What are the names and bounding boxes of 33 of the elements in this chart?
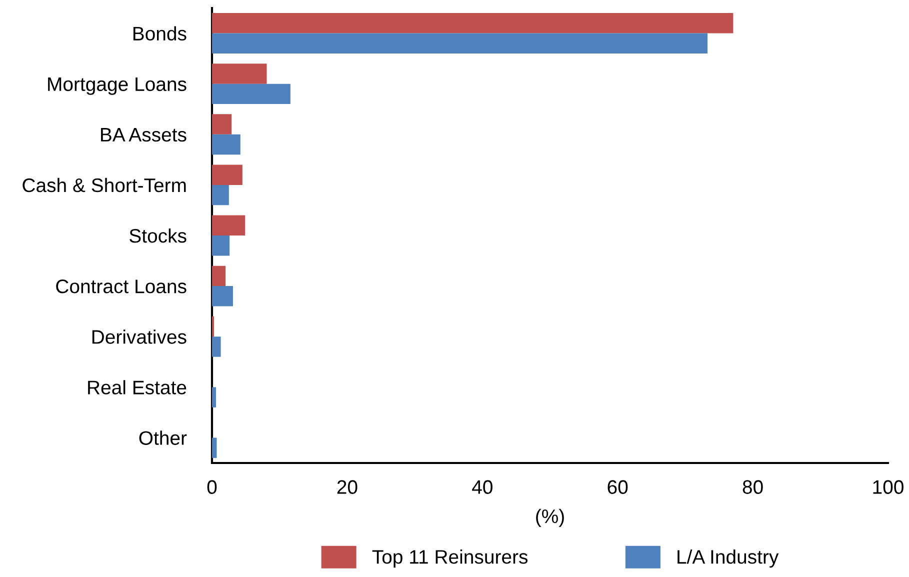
legend-label: L/A Industry (678, 549, 779, 568)
y-tick-label: Contract Loans (56, 280, 186, 294)
bar (212, 84, 290, 104)
x-tick-label: 0 (207, 480, 217, 494)
x-tick-label: 20 (337, 480, 358, 494)
bar (212, 438, 217, 458)
y-tick-label: Cash & Short-Term (22, 178, 186, 192)
bar (212, 114, 232, 134)
bar (212, 64, 267, 84)
bar (212, 387, 216, 408)
bar (212, 286, 233, 306)
y-tick-label: Stocks (130, 228, 186, 243)
bar (212, 134, 240, 155)
bar (212, 336, 221, 357)
y-tick-label: Bonds (133, 26, 186, 41)
y-tick-label: Mortgage Loans (48, 78, 186, 95)
bar (212, 215, 246, 236)
bar (212, 164, 242, 185)
x-tick-label: 80 (742, 480, 763, 494)
legend-label: Top 11 Reinsurers (372, 549, 528, 568)
bar (212, 266, 226, 286)
x-axis-title: (%) (536, 508, 564, 528)
x-tick-label: 60 (608, 480, 628, 494)
y-tick-label: Other (139, 430, 187, 445)
y-tick-label: Real Estate (88, 380, 186, 394)
bar (212, 33, 708, 54)
y-tick-label: Derivatives (92, 330, 186, 344)
y-tick-label: BA Assets (101, 128, 186, 142)
x-tick-label: 100 (873, 480, 904, 494)
bar (212, 236, 230, 256)
x-tick-label: 40 (472, 480, 492, 494)
bar (212, 184, 229, 206)
bar (212, 13, 734, 34)
